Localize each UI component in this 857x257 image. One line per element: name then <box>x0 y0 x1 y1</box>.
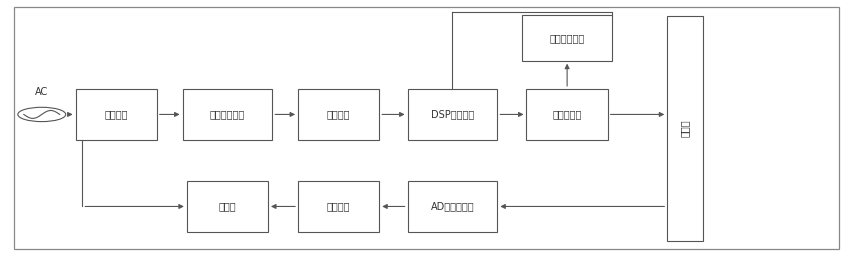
Text: AC: AC <box>35 87 48 97</box>
Text: DSP控制模块: DSP控制模块 <box>431 109 474 120</box>
Text: 逆变电路: 逆变电路 <box>327 109 351 120</box>
FancyBboxPatch shape <box>187 181 268 232</box>
FancyBboxPatch shape <box>298 89 380 140</box>
Text: 极性可调电路: 极性可调电路 <box>210 109 245 120</box>
Text: 恒流源模块: 恒流源模块 <box>553 109 582 120</box>
FancyBboxPatch shape <box>183 89 273 140</box>
FancyBboxPatch shape <box>408 89 497 140</box>
Text: 微处理器: 微处理器 <box>327 201 351 212</box>
FancyBboxPatch shape <box>526 89 608 140</box>
Text: 变压器: 变压器 <box>680 120 690 137</box>
FancyBboxPatch shape <box>298 181 380 232</box>
Text: 整流电路: 整流电路 <box>105 109 128 120</box>
Text: 显示器: 显示器 <box>219 201 237 212</box>
Text: 标准取样电阻: 标准取样电阻 <box>549 33 584 43</box>
FancyBboxPatch shape <box>668 16 703 241</box>
FancyBboxPatch shape <box>75 89 157 140</box>
FancyBboxPatch shape <box>522 15 612 61</box>
FancyBboxPatch shape <box>408 181 497 232</box>
Text: AD数据采集器: AD数据采集器 <box>431 201 474 212</box>
